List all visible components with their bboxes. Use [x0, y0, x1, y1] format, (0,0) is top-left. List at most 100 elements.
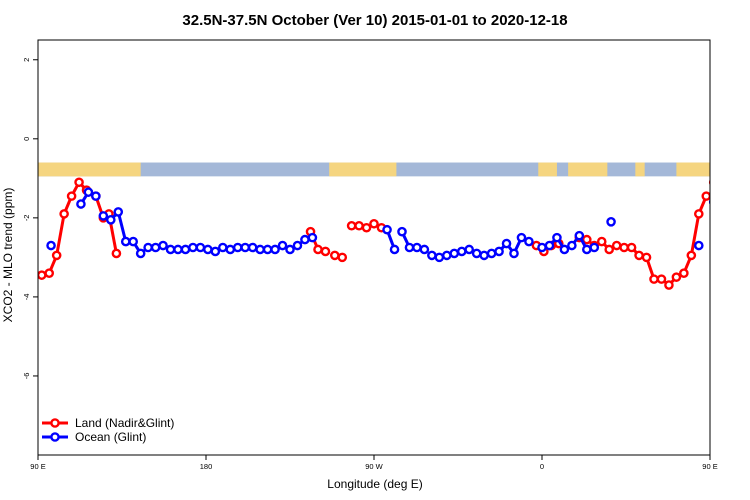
- data-point: [641, 252, 652, 263]
- data-point: [559, 244, 570, 255]
- data-point: [725, 193, 732, 200]
- data-point: [733, 214, 740, 221]
- data-point: [686, 250, 697, 261]
- data-point: [188, 242, 198, 253]
- data-point: [195, 242, 206, 253]
- data-point: [582, 234, 592, 245]
- series-land: [38, 177, 747, 290]
- series-layer: [38, 177, 747, 290]
- data-point: [486, 248, 497, 259]
- data-point: [740, 218, 747, 225]
- data-point: [552, 232, 562, 243]
- data-point: [111, 248, 122, 259]
- data-point: [701, 191, 710, 201]
- legend-label: Land (Nadir&Glint): [75, 416, 174, 430]
- data-point: [173, 244, 183, 255]
- legend-item: Ocean (Glint): [42, 430, 146, 444]
- data-point: [449, 248, 460, 259]
- data-point: [320, 246, 331, 257]
- data-point: [509, 248, 519, 259]
- land-band: [635, 162, 645, 177]
- data-point: [544, 240, 555, 251]
- y-tick-label: -6: [22, 373, 31, 380]
- data-point: [397, 226, 407, 237]
- data-point: [313, 244, 323, 255]
- data-point: [44, 268, 55, 278]
- data-point: [708, 179, 710, 186]
- data-point: [225, 244, 236, 255]
- data-point: [292, 240, 303, 251]
- y-tick-label: -2: [22, 215, 31, 222]
- data-point: [135, 248, 146, 259]
- data-point: [456, 246, 467, 257]
- data-point: [694, 209, 704, 219]
- data-point: [389, 244, 400, 255]
- data-point: [434, 252, 445, 263]
- data-point: [240, 242, 250, 253]
- data-point: [255, 244, 265, 255]
- data-point: [66, 191, 77, 201]
- land-band: [538, 162, 557, 177]
- data-point: [113, 207, 124, 217]
- data-point: [582, 244, 592, 255]
- data-point: [120, 236, 131, 247]
- data-point: [329, 250, 340, 261]
- y-tick-label: 0: [22, 137, 31, 141]
- legend: Land (Nadir&Glint)Ocean (Glint): [42, 416, 174, 444]
- data-point: [346, 220, 357, 231]
- data-point: [59, 209, 69, 219]
- data-point: [300, 234, 310, 245]
- data-point: [277, 240, 288, 251]
- data-point: [270, 244, 280, 255]
- land-band: [329, 162, 397, 177]
- data-point: [419, 244, 430, 255]
- data-point: [626, 242, 637, 253]
- data-point: [262, 244, 273, 255]
- data-point: [361, 222, 372, 233]
- legend-marker: [50, 418, 60, 428]
- x-tick-label: 90 E: [702, 462, 717, 471]
- data-point: [441, 250, 452, 261]
- data-point: [494, 246, 504, 257]
- series-line: [714, 182, 744, 218]
- data-point: [606, 217, 616, 227]
- data-point: [574, 230, 585, 241]
- data-point: [412, 242, 422, 253]
- data-point: [708, 199, 710, 206]
- legend-label: Ocean (Glint): [75, 430, 146, 444]
- data-point: [516, 232, 527, 243]
- data-point: [369, 218, 379, 229]
- data-point: [537, 242, 547, 253]
- data-point: [694, 240, 704, 251]
- x-tick-label: 90 W: [365, 462, 383, 471]
- data-point: [150, 242, 161, 253]
- data-point: [285, 244, 295, 255]
- data-point: [718, 189, 725, 196]
- data-point: [404, 242, 415, 253]
- land-ocean-strip: [38, 162, 710, 177]
- data-point: [501, 238, 512, 249]
- data-point: [91, 191, 101, 201]
- x-tick-label: 180: [200, 462, 213, 471]
- data-point: [464, 244, 475, 255]
- data-point: [247, 242, 258, 253]
- x-axis: 90 E 180 90 W 0 90 E: [30, 455, 718, 471]
- data-point: [649, 274, 659, 284]
- data-point: [740, 210, 747, 217]
- x-tick-label: 0: [540, 462, 544, 471]
- data-point: [128, 236, 138, 247]
- data-point: [611, 240, 622, 251]
- data-point: [158, 240, 168, 251]
- data-point: [165, 244, 176, 255]
- data-point: [46, 240, 56, 251]
- data-point: [427, 250, 437, 261]
- data-point: [337, 252, 348, 263]
- data-point: [671, 272, 682, 282]
- data-point: [634, 250, 644, 261]
- data-point: [382, 224, 392, 235]
- data-point: [656, 274, 667, 284]
- data-point: [479, 250, 489, 261]
- x-axis-label: Longitude (deg E): [327, 477, 422, 491]
- land-band: [568, 162, 608, 177]
